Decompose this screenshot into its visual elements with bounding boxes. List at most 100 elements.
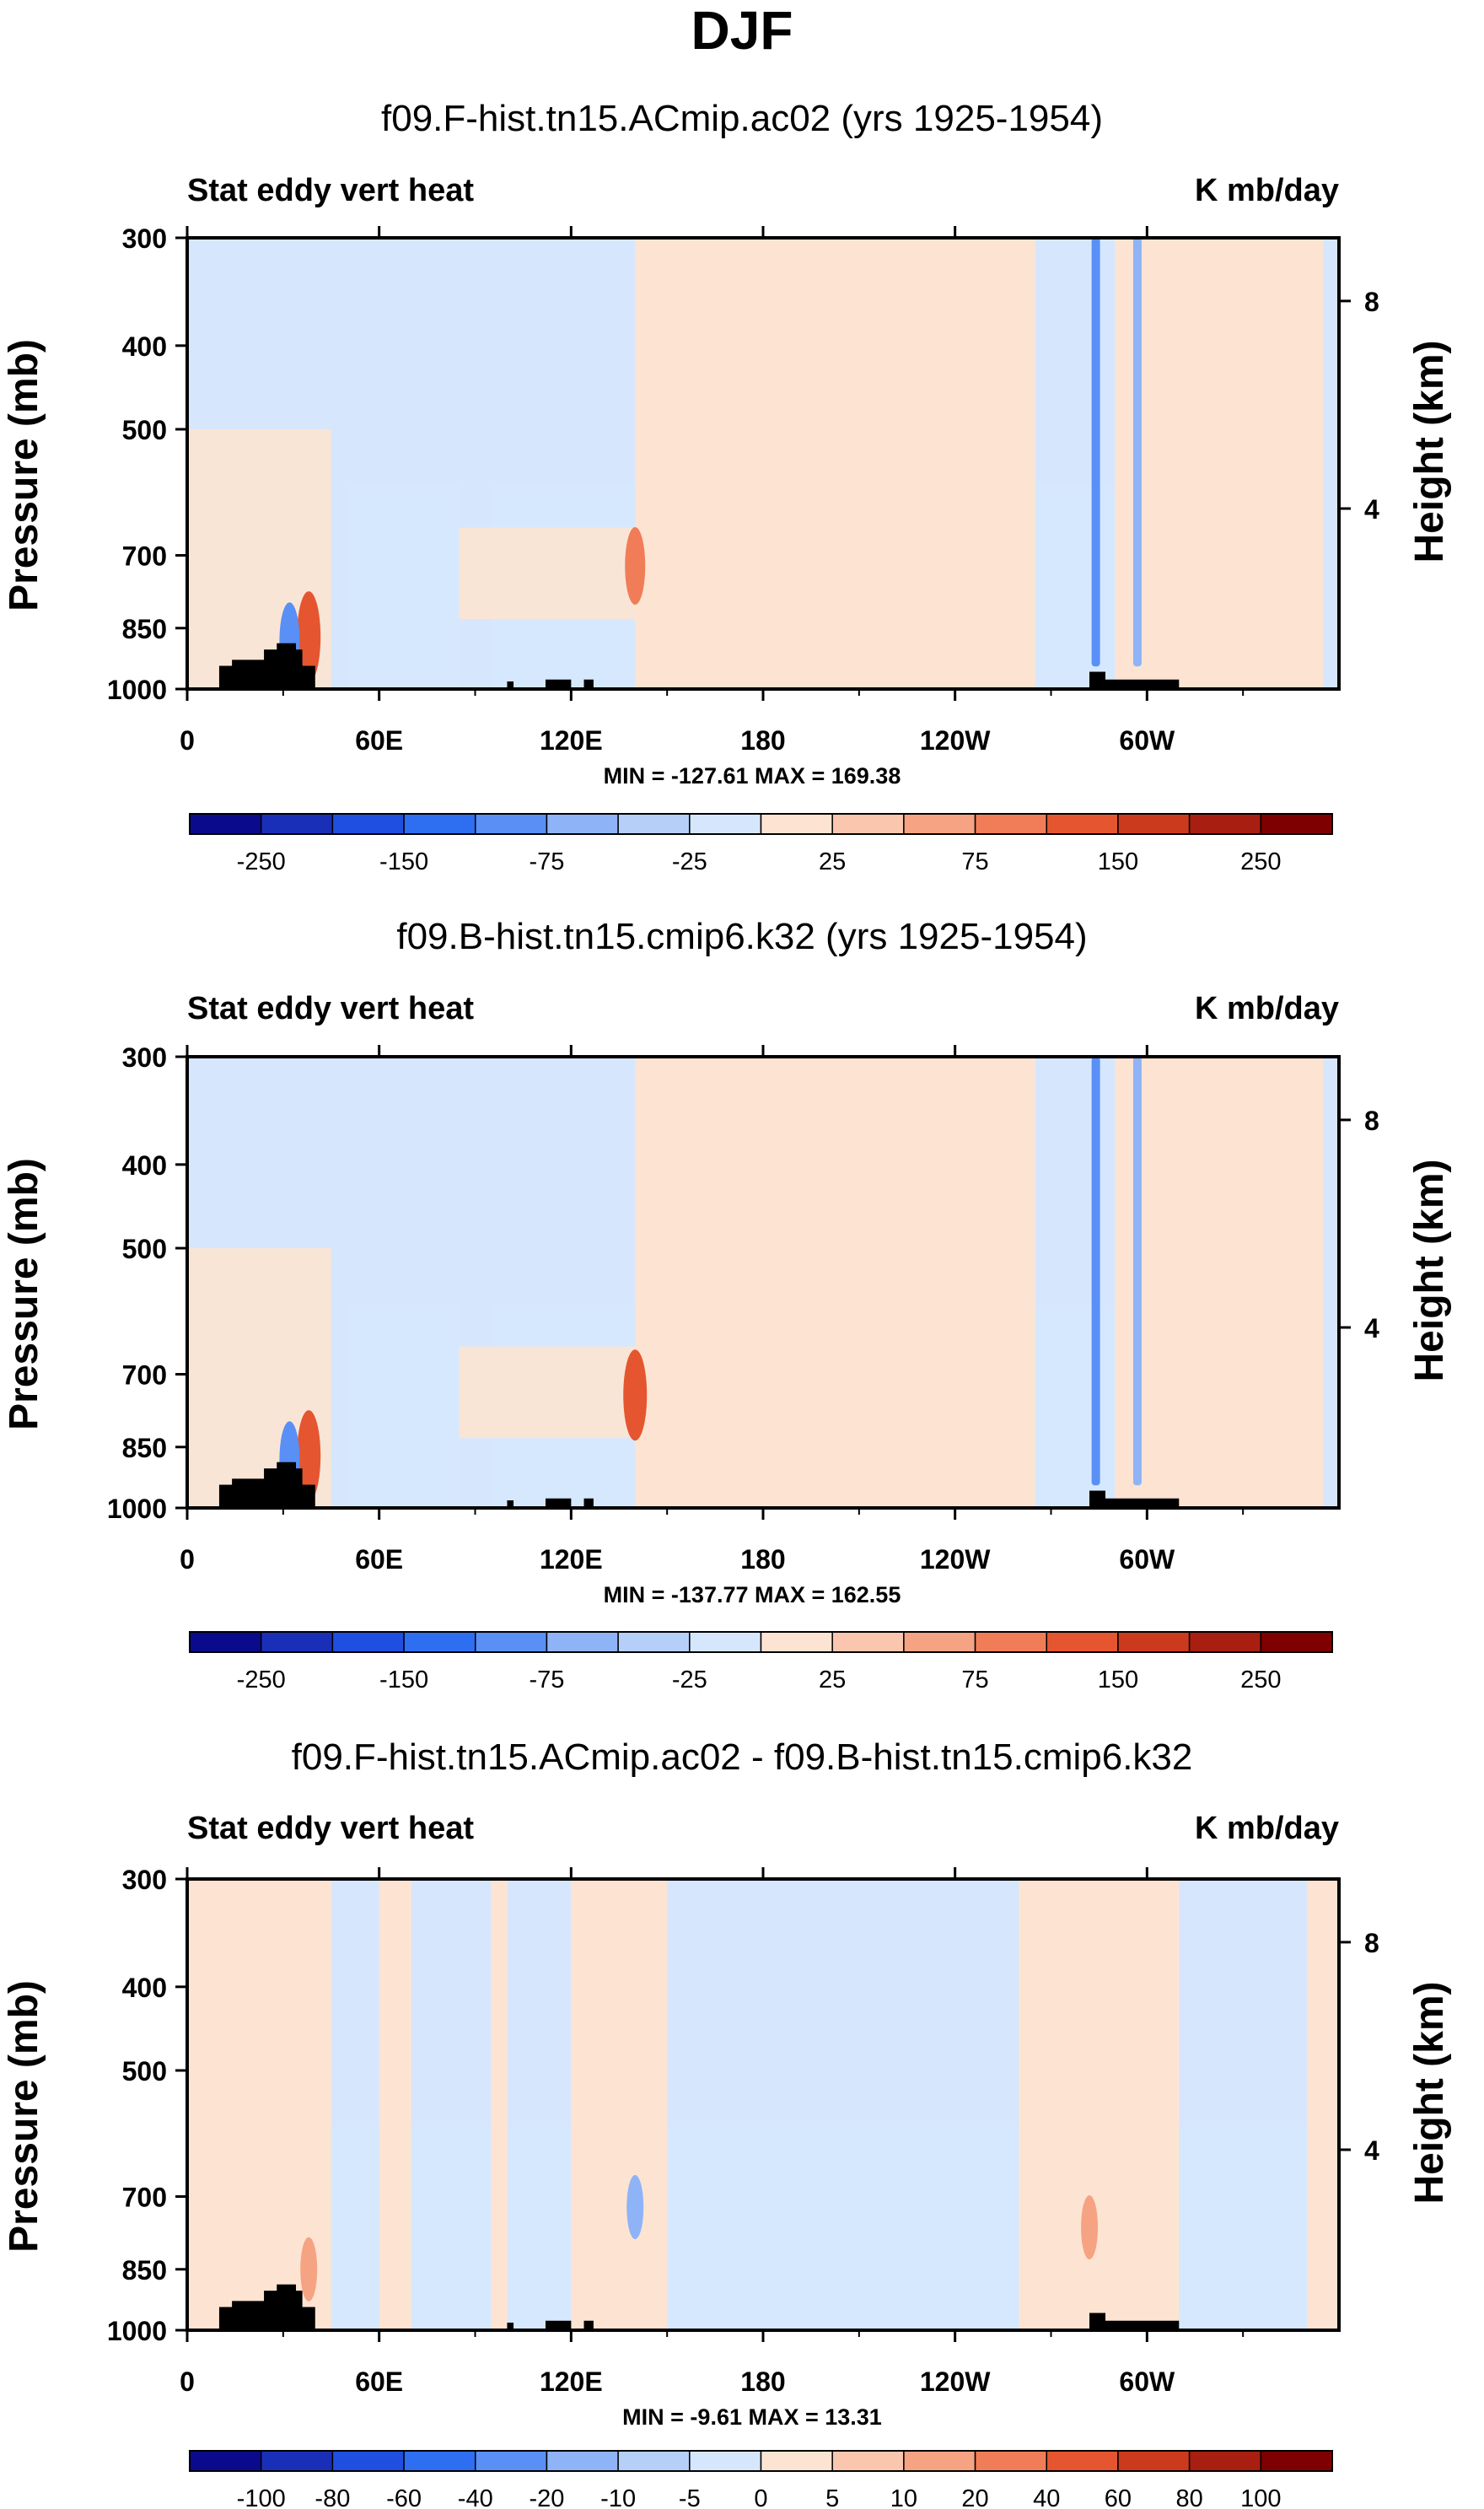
field-midlevel-positive xyxy=(459,527,636,620)
y-tick-label: 700 xyxy=(122,541,167,572)
field-positive-band xyxy=(635,1057,1035,1508)
field-negative-band xyxy=(347,1305,460,1508)
colorbar-label: -10 xyxy=(600,2485,636,2509)
colorbar-box xyxy=(331,813,405,835)
colorbar-label: 80 xyxy=(1175,2485,1202,2509)
topography-block xyxy=(507,1500,514,1508)
colorbar-box xyxy=(903,813,976,835)
colorbar-label: -75 xyxy=(529,1666,564,1693)
panel-title: f09.B-hist.tn15.cmip6.k32 (yrs 1925-1954… xyxy=(396,916,1087,957)
y-tick-label: 400 xyxy=(122,1150,167,1181)
colorbar-box xyxy=(903,2450,976,2472)
colorbar-box xyxy=(189,1631,262,1653)
topography-block xyxy=(583,2320,594,2330)
colorbar-label: 20 xyxy=(961,2485,988,2509)
min-max-stats: MIN = -127.61 MAX = 169.38 xyxy=(604,763,901,789)
topography-block xyxy=(1089,2312,1106,2330)
negative-column-feature xyxy=(1132,238,1142,667)
negative-column-feature xyxy=(1091,238,1100,667)
field-negative-band xyxy=(411,2127,492,2330)
y-tick-label: 700 xyxy=(122,2183,167,2213)
colorbar-box xyxy=(331,2450,405,2472)
colorbar-box xyxy=(1260,813,1333,835)
colorbar-label: -250 xyxy=(237,848,286,875)
y-right-axis-title: Height (km) xyxy=(1407,1160,1452,1382)
colorbar-box xyxy=(1188,813,1262,835)
units-label: K mb/day xyxy=(1195,1811,1339,1846)
y-tick-label: 300 xyxy=(122,1865,167,1895)
y-tick-label: 400 xyxy=(122,1973,167,2003)
y-right-axis-title: Height (km) xyxy=(1407,341,1452,563)
topography-block xyxy=(583,1498,594,1508)
colorbar-label: 150 xyxy=(1098,848,1138,875)
field-positive-band xyxy=(379,1879,411,2330)
field-midlevel-positive xyxy=(459,1346,636,1439)
colorbar-box xyxy=(546,2450,619,2472)
negative-column-feature xyxy=(1091,1057,1100,1486)
y-tick-label: 850 xyxy=(122,2255,167,2286)
left-label: Stat eddy vert heat xyxy=(187,173,474,208)
x-tick-label: 60E xyxy=(355,1544,403,1575)
positive-feature xyxy=(1081,2195,1099,2260)
min-max-stats: MIN = -137.77 MAX = 162.55 xyxy=(604,1582,901,1607)
colorbar-box xyxy=(831,813,905,835)
colorbar-box xyxy=(475,2450,548,2472)
topography-block xyxy=(507,681,514,689)
figure-title: DJF xyxy=(691,0,793,61)
colorbar-box xyxy=(1188,2450,1262,2472)
y-axis-title: Pressure (mb) xyxy=(2,339,46,611)
colorbar-box xyxy=(403,1631,476,1653)
field-positive-band xyxy=(635,238,1035,689)
field-positive-band xyxy=(571,1879,668,2330)
field-positive-band xyxy=(1115,1057,1324,1508)
colorbar-label: -150 xyxy=(379,848,428,875)
colorbar-box xyxy=(403,2450,476,2472)
x-tick-label: 180 xyxy=(740,1544,785,1575)
colorbar-label: -5 xyxy=(679,2485,701,2509)
colorbar-box xyxy=(260,1631,334,1653)
colorbar-box xyxy=(189,813,262,835)
panel-title: f09.F-hist.tn15.ACmip.ac02 - f09.B-hist.… xyxy=(292,1736,1193,1778)
colorbar-box xyxy=(1260,2450,1333,2472)
y-right-axis-title: Height (km) xyxy=(1407,1982,1452,2205)
chart-panel-2: f09.B-hist.tn15.cmip6.k32 (yrs 1925-1954… xyxy=(2,916,1452,1693)
y-tick-label: 400 xyxy=(122,331,167,362)
topography-block xyxy=(507,2323,514,2330)
topography-block xyxy=(1089,1498,1180,1508)
colorbar-label: -250 xyxy=(237,1666,286,1693)
x-tick-label: 60W xyxy=(1119,725,1175,756)
colorbar-label: 250 xyxy=(1240,1666,1281,1693)
topography-block xyxy=(277,643,297,689)
colorbar-box xyxy=(974,1631,1047,1653)
x-tick-label: 120W xyxy=(920,1544,991,1575)
topography-block xyxy=(1089,1490,1106,1508)
colorbar-label: -150 xyxy=(379,1666,428,1693)
colorbar-box xyxy=(1188,1631,1262,1653)
positive-feature xyxy=(623,1349,648,1441)
colorbar-box xyxy=(689,2450,762,2472)
x-tick-label: 120E xyxy=(540,2366,603,2397)
y-tick-label: 700 xyxy=(122,1360,167,1391)
y-tick-label: 300 xyxy=(122,1042,167,1073)
colorbar-box xyxy=(903,1631,976,1653)
field-positive-band xyxy=(1115,238,1324,689)
colorbar-label: -25 xyxy=(672,1666,707,1693)
colorbar-label: -25 xyxy=(672,848,707,875)
x-tick-label: 60E xyxy=(355,725,403,756)
colorbar-label: 75 xyxy=(961,1666,988,1693)
x-tick-label: 0 xyxy=(180,1544,195,1575)
x-tick-label: 180 xyxy=(740,2366,785,2397)
x-tick-label: 60W xyxy=(1119,2366,1175,2397)
y-right-tick-label: 4 xyxy=(1364,494,1379,525)
x-tick-label: 120W xyxy=(920,725,991,756)
y-tick-label: 500 xyxy=(122,1234,167,1264)
colorbar-box xyxy=(1260,1631,1333,1653)
colorbar-box xyxy=(475,813,548,835)
colorbar-box xyxy=(403,813,476,835)
plot-area xyxy=(187,1057,1339,1508)
colorbar-frame xyxy=(189,1631,1333,1653)
y-tick-label: 850 xyxy=(122,1433,167,1463)
colorbar-box xyxy=(1046,1631,1119,1653)
y-right-tick-label: 8 xyxy=(1364,287,1379,317)
